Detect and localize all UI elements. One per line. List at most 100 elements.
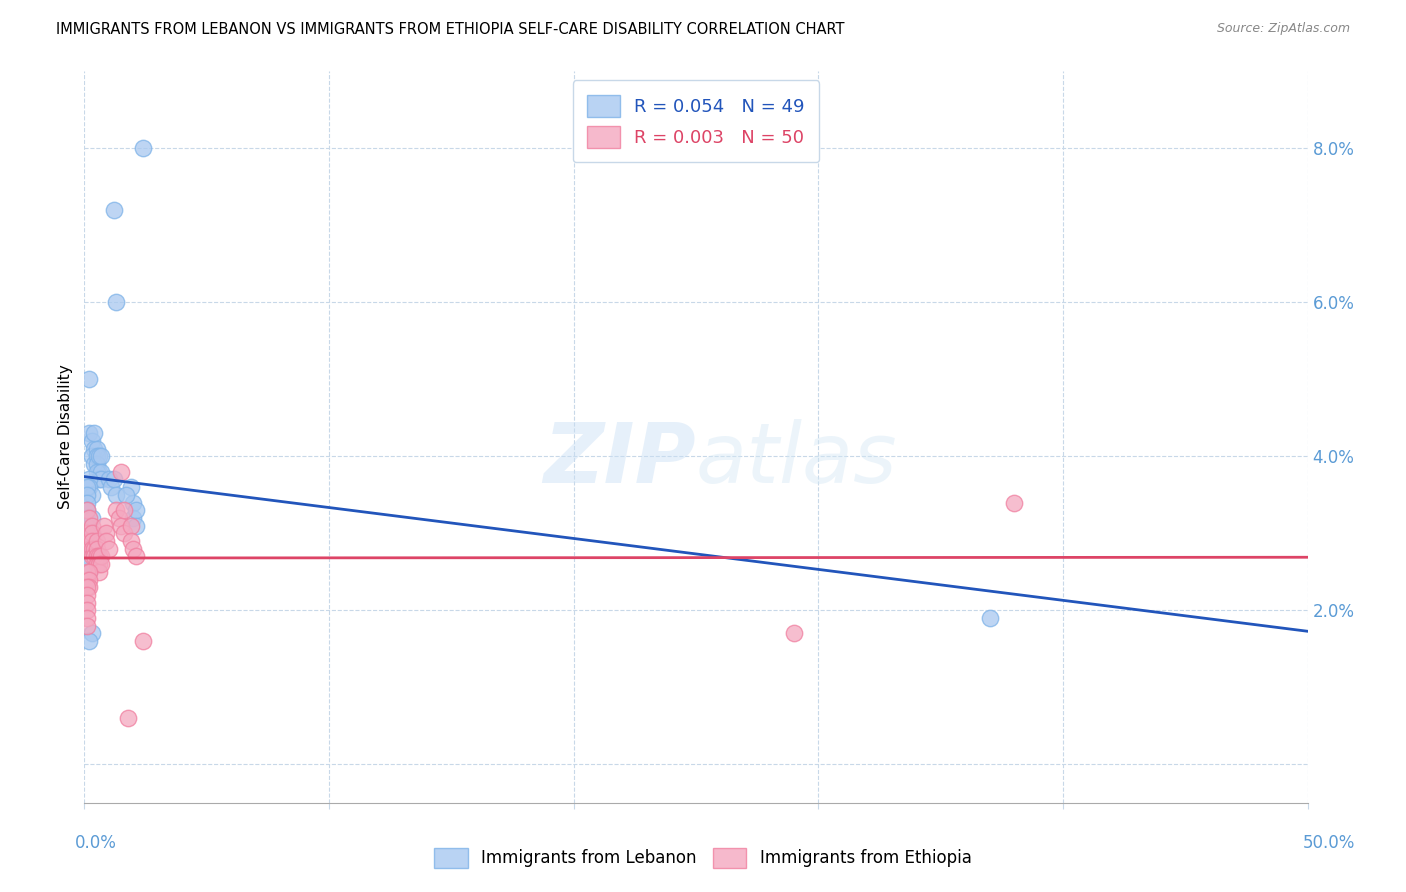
Text: 50.0%: 50.0% [1302, 834, 1355, 852]
Point [86, 465, 108, 479]
Point [77, 573, 100, 587]
Point [76, 580, 98, 594]
Point [105, 295, 128, 310]
Point [76, 565, 98, 579]
Point [76, 611, 98, 625]
Point [76, 480, 98, 494]
Point [97, 472, 120, 486]
Point [77, 565, 100, 579]
Point [80, 526, 103, 541]
Point [86, 442, 108, 456]
Point [80, 518, 103, 533]
Point [87, 450, 110, 464]
Point [90, 472, 112, 486]
Point [103, 472, 125, 486]
Point [77, 426, 100, 441]
Text: ZIP: ZIP [543, 418, 696, 500]
Point [125, 549, 148, 564]
Point [122, 511, 145, 525]
Text: 0.0%: 0.0% [75, 834, 117, 852]
Point [80, 526, 103, 541]
Point [87, 557, 110, 571]
Point [83, 541, 105, 556]
Point [105, 488, 128, 502]
Point [76, 518, 98, 533]
Point [80, 626, 103, 640]
Point [83, 442, 105, 456]
Point [80, 541, 103, 556]
Point [77, 372, 100, 386]
Point [132, 141, 155, 155]
Point [112, 526, 135, 541]
Point [77, 511, 100, 525]
Point [87, 465, 110, 479]
Point [90, 465, 112, 479]
Point [90, 557, 112, 571]
Point [80, 488, 103, 502]
Point [76, 503, 98, 517]
Point [77, 541, 100, 556]
Point [76, 488, 98, 502]
Point [76, 503, 98, 517]
Point [110, 465, 132, 479]
Point [77, 534, 100, 549]
Point [77, 549, 100, 564]
Point [125, 518, 148, 533]
Point [86, 450, 108, 464]
Y-axis label: Self-Care Disability: Self-Care Disability [58, 365, 73, 509]
Point [107, 511, 129, 525]
Point [86, 457, 108, 471]
Point [83, 426, 105, 441]
Point [76, 495, 98, 509]
Point [90, 549, 112, 564]
Point [90, 450, 112, 464]
Point [86, 541, 108, 556]
Point [77, 565, 100, 579]
Point [86, 549, 108, 564]
Point [87, 549, 110, 564]
Point [76, 526, 98, 541]
Point [83, 549, 105, 564]
Text: Source: ZipAtlas.com: Source: ZipAtlas.com [1216, 22, 1350, 36]
Point [76, 526, 98, 541]
Point [86, 534, 108, 549]
Point [77, 480, 100, 494]
Point [77, 472, 100, 486]
Point [105, 503, 128, 517]
Point [103, 202, 125, 217]
Point [76, 588, 98, 602]
Point [83, 457, 105, 471]
Legend: Immigrants from Lebanon, Immigrants from Ethiopia: Immigrants from Lebanon, Immigrants from… [427, 841, 979, 875]
Point [125, 503, 148, 517]
Point [979, 611, 1001, 625]
Point [115, 488, 138, 502]
Point [96, 526, 118, 541]
Point [93, 518, 115, 533]
Legend: R = 0.054   N = 49, R = 0.003   N = 50: R = 0.054 N = 49, R = 0.003 N = 50 [572, 80, 820, 162]
Point [110, 518, 132, 533]
Point [783, 626, 806, 640]
Point [120, 534, 142, 549]
Point [80, 549, 103, 564]
Point [120, 518, 142, 533]
Point [77, 580, 100, 594]
Point [96, 534, 118, 549]
Point [97, 541, 120, 556]
Point [77, 541, 100, 556]
Text: IMMIGRANTS FROM LEBANON VS IMMIGRANTS FROM ETHIOPIA SELF-CARE DISABILITY CORRELA: IMMIGRANTS FROM LEBANON VS IMMIGRANTS FR… [56, 22, 845, 37]
Point [122, 495, 145, 509]
Point [80, 450, 103, 464]
Text: atlas: atlas [696, 418, 897, 500]
Point [76, 511, 98, 525]
Point [87, 565, 110, 579]
Point [120, 480, 142, 494]
Point [76, 596, 98, 610]
Point [112, 503, 135, 517]
Point [76, 573, 98, 587]
Point [100, 480, 122, 494]
Point [122, 541, 145, 556]
Point [132, 634, 155, 648]
Point [77, 634, 100, 648]
Point [87, 472, 110, 486]
Point [1002, 495, 1025, 509]
